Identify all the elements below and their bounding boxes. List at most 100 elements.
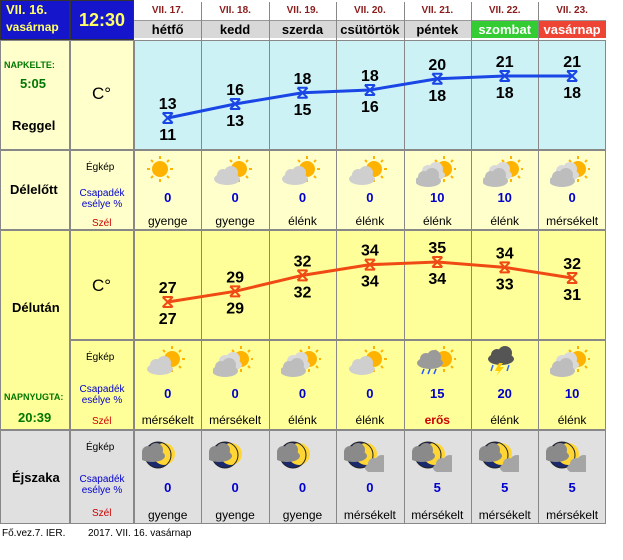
afternoon-cloudy-icon	[279, 345, 323, 377]
night-wind-value: gyenge	[282, 508, 323, 522]
night-precip-value: 5	[568, 480, 576, 495]
night-precip-label: Csapadék esélye %	[79, 474, 125, 496]
afternoon-wind-value: mérsékelt	[141, 413, 194, 427]
forenoon-precip-value: 10	[497, 190, 512, 205]
day-date: VII. 17.	[134, 2, 202, 20]
afternoon-chart-panel	[134, 230, 606, 340]
afternoon-precip-value: 20	[497, 386, 512, 401]
night-label-panel	[70, 430, 134, 524]
morning-left-panel	[0, 40, 70, 150]
forenoon-wind-value: gyenge	[148, 214, 188, 228]
forenoon-wind-value: gyenge	[215, 214, 255, 228]
afternoon-precip-value: 10	[564, 386, 580, 401]
forenoon-label: Délelőtt	[10, 182, 58, 197]
afternoon-unit: C°	[92, 276, 112, 295]
forenoon-partly-icon	[213, 155, 255, 185]
night-wind-value: mérsékelt	[478, 508, 531, 522]
morning-unit: C°	[92, 84, 112, 103]
night-wind-value: mérsékelt	[411, 508, 464, 522]
afternoon-rain-icon	[416, 345, 458, 375]
header-date: VII. 16.	[6, 2, 48, 17]
header-weekday: vasárnap	[6, 20, 59, 34]
afternoon-partly-icon	[146, 345, 188, 375]
afternoon-cloudy-icon	[212, 345, 255, 377]
night-wind-value: gyenge	[148, 508, 188, 522]
night-wind-value: gyenge	[215, 508, 255, 522]
night-precip-value: 0	[366, 480, 374, 495]
night-label: Éjszaka	[12, 470, 60, 485]
day-date: VII. 19.	[268, 2, 337, 20]
night-precip-value: 0	[231, 480, 239, 495]
column-divider	[201, 2, 203, 524]
afternoon-precip-label: Csapadék esélye %	[79, 384, 125, 406]
afternoon-wind-value: élénk	[490, 413, 520, 427]
column-divider	[268, 2, 270, 524]
forenoon-precip-value: 0	[231, 190, 239, 205]
day-date: VII. 21.	[403, 2, 471, 20]
afternoon-wind-value: élénk	[288, 413, 317, 427]
afternoon-wind-value: élénk	[355, 413, 385, 427]
forenoon-wind-value: élénk	[422, 214, 452, 228]
sunrise-time: 5:05	[20, 76, 47, 91]
forenoon-wind-value: élénk	[490, 214, 520, 228]
forenoon-left-panel	[0, 150, 70, 230]
night-precip-value: 0	[298, 480, 307, 495]
forenoon-wind-value: mérsékelt	[546, 214, 599, 228]
night-wind-value: mérsékelt	[546, 508, 599, 522]
forenoon-precip-value: 0	[366, 190, 374, 205]
afternoon-cloudy-icon	[549, 345, 592, 377]
night-wind-value: mérsékelt	[343, 508, 396, 522]
afternoon-label: Délután	[12, 300, 60, 315]
day-date: VII. 20.	[336, 2, 404, 20]
day-name: vasárnap	[538, 20, 606, 38]
afternoon-partly-icon	[348, 345, 390, 375]
night-wind-label: Szél	[92, 508, 112, 519]
forenoon-precip-value: 0	[164, 190, 172, 205]
day-name: péntek	[403, 20, 471, 38]
afternoon-wind-label: Szél	[92, 416, 112, 427]
forenoon-wind-value: élénk	[355, 214, 385, 228]
day-name: hétfő	[134, 20, 202, 38]
afternoon-left-panel	[0, 230, 70, 430]
night-precip-value: 5	[501, 480, 509, 495]
forenoon-wind-label: Szél	[92, 218, 112, 229]
afternoon-storm-icon	[483, 345, 525, 376]
forenoon-precip-value: 0	[298, 190, 307, 205]
forenoon-cloudy-icon	[482, 155, 525, 187]
morning-label: Reggel	[12, 118, 56, 133]
night-moon-cloud-icon	[273, 440, 319, 470]
night-moon-cloud-icon	[206, 440, 251, 470]
night-left-panel	[0, 430, 70, 524]
forenoon-precip-value: 0	[568, 190, 576, 205]
forenoon-label-panel	[70, 150, 134, 230]
forenoon-partly-icon	[281, 155, 323, 185]
night-precip-value: 0	[164, 480, 172, 495]
column-divider	[538, 2, 540, 524]
afternoon-precip-value: 0	[231, 386, 239, 401]
sunset-label: NAPNYUGTA:	[4, 392, 64, 402]
forenoon-cloudy-icon	[549, 155, 592, 187]
night-moon-clouds-icon	[408, 440, 459, 474]
afternoon-precip-value: 0	[164, 386, 172, 401]
afternoon-egkep-label: Égkép	[86, 352, 115, 363]
night-moon-clouds-icon	[341, 440, 392, 474]
day-name: csütörtök	[336, 20, 404, 38]
forenoon-partly-icon	[348, 155, 390, 185]
night-moon-clouds-icon	[476, 440, 526, 474]
header-time: 12:30	[78, 10, 126, 30]
forenoon-egkep-label: Égkép	[86, 162, 115, 173]
day-date: VII. 18.	[201, 2, 269, 20]
afternoon-wind-value: erős	[424, 413, 450, 427]
forenoon-precip-label: Csapadék esélye %	[79, 188, 125, 210]
sunset-time: 20:39	[18, 410, 52, 425]
footer-right: 2017. VII. 16. vasárnap	[88, 528, 192, 539]
night-precip-value: 5	[433, 480, 441, 495]
morning-chart-panel	[134, 40, 606, 150]
afternoon-wind-value: élénk	[557, 413, 587, 427]
sunrise-label: NAPKELTE:	[4, 60, 55, 70]
morning-unit-panel	[70, 40, 134, 150]
forenoon-precip-value: 10	[430, 190, 445, 205]
day-date: VII. 23.	[538, 2, 606, 20]
afternoon-precip-value: 0	[366, 386, 374, 401]
forenoon-wind-value: élénk	[288, 214, 317, 228]
